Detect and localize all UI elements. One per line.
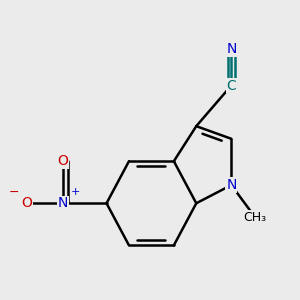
Text: O: O xyxy=(58,154,68,168)
Text: C: C xyxy=(226,79,236,92)
Text: N: N xyxy=(226,42,236,56)
Text: CH₃: CH₃ xyxy=(244,211,267,224)
Text: −: − xyxy=(9,186,19,199)
Text: N: N xyxy=(226,178,236,192)
Text: N: N xyxy=(58,196,68,210)
Text: +: + xyxy=(71,187,80,197)
Text: O: O xyxy=(21,196,32,210)
